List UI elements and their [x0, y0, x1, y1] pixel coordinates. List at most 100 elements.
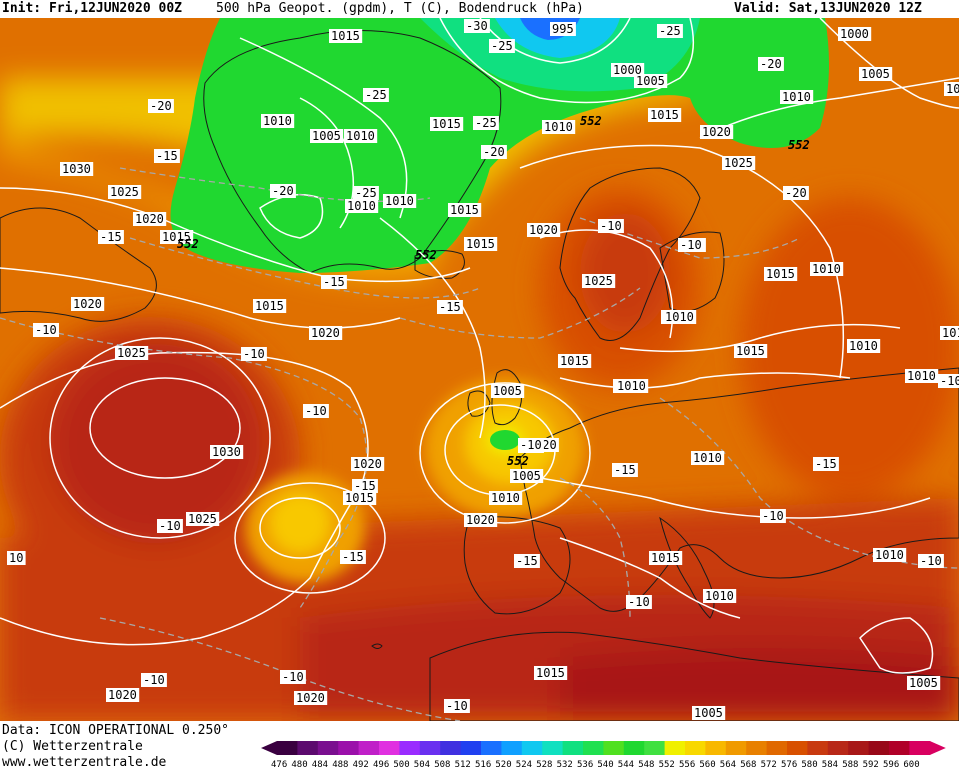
- colorbar-swatch: [338, 741, 360, 755]
- colorbar-swatch: [623, 741, 645, 755]
- pressure-label: 1025: [582, 274, 616, 288]
- colorbar-swatch: [277, 741, 298, 755]
- svg-text:-10: -10: [920, 554, 942, 568]
- svg-text:1015: 1015: [331, 29, 360, 43]
- temperature-label: -10: [918, 554, 944, 568]
- pressure-label: 1010: [810, 262, 844, 276]
- svg-text:1005: 1005: [636, 74, 665, 88]
- pressure-label: 1025: [115, 346, 149, 360]
- colorbar-swatch: [297, 741, 319, 755]
- copyright: (C) Wetterzentrale: [2, 739, 143, 754]
- svg-text:1005: 1005: [861, 67, 890, 81]
- colorbar-swatch: [909, 741, 931, 755]
- svg-text:-10: -10: [35, 323, 57, 337]
- svg-text:1030: 1030: [62, 162, 91, 176]
- svg-text:-15: -15: [100, 230, 122, 244]
- colorbar-tick-label: 568: [740, 760, 756, 770]
- temperature-label: -10: [938, 374, 959, 388]
- colorbar-swatch: [787, 741, 808, 755]
- valid-time: Valid: Sat,13JUN2020 12Z: [734, 1, 922, 16]
- pressure-label: 1015: [764, 267, 798, 281]
- svg-text:1010: 1010: [705, 589, 734, 603]
- svg-text:-25: -25: [355, 186, 377, 200]
- svg-text:-25: -25: [659, 24, 681, 38]
- svg-text:552: 552: [415, 248, 437, 262]
- svg-text:1020: 1020: [353, 457, 382, 471]
- pressure-label: 1020: [700, 125, 734, 139]
- isotherms: [0, 167, 959, 721]
- colorbar-tick-label: 544: [618, 760, 634, 770]
- svg-text:552: 552: [507, 454, 529, 468]
- temperature-label: -20: [270, 184, 296, 198]
- colorbar-tick-label: 512: [455, 760, 471, 770]
- colorbar-tick-label: 552: [659, 760, 675, 770]
- colorbar-tick-label: 508: [434, 760, 450, 770]
- svg-text:-10: -10: [762, 509, 784, 523]
- svg-text:1020: 1020: [529, 223, 558, 237]
- pressure-label: 1010: [261, 114, 295, 128]
- pressure-label: 1010: [615, 379, 649, 393]
- svg-text:-15: -15: [156, 149, 178, 163]
- colorbar-tick-label: 540: [597, 760, 613, 770]
- svg-text:1020: 1020: [311, 326, 340, 340]
- colorbar-legend: 476 480 484 488 492 496 500 504 508 512 516 520 524 5…: [261, 741, 946, 770]
- geopotential-label: 552: [177, 237, 199, 251]
- colorbar-tick-label: 492: [353, 760, 369, 770]
- colorbar-tick-label: 572: [761, 760, 777, 770]
- pressure-label: 1015: [464, 237, 498, 251]
- colorbar-swatch: [317, 741, 339, 755]
- geopotential-label: 552: [580, 114, 602, 128]
- colorbar-tick-label: 496: [373, 760, 389, 770]
- svg-text:-15: -15: [516, 554, 538, 568]
- svg-text:1015: 1015: [162, 230, 191, 244]
- colorbar-labels: 476 480 484 488 492 496 500 504 508 512 516 520 524 5…: [271, 760, 920, 770]
- pressure-label: 1015: [329, 29, 363, 43]
- svg-text:1010: 1010: [263, 114, 292, 128]
- svg-text:-10: -10: [446, 699, 468, 713]
- temperature-label: -25: [363, 88, 389, 102]
- colorbar-right-arrow: [929, 741, 946, 755]
- colorbar-swatch: [889, 741, 910, 755]
- colorbar-tick-label: 580: [801, 760, 817, 770]
- pressure-label: 1025: [186, 512, 220, 526]
- colorbar-tick-label: 548: [638, 760, 654, 770]
- pressure-label: 100: [944, 82, 959, 96]
- colorbar-tick-label: 528: [536, 760, 552, 770]
- pressure-label: 1015: [940, 326, 959, 340]
- svg-text:1010: 1010: [875, 548, 904, 562]
- svg-text:1005: 1005: [312, 129, 341, 143]
- svg-text:-20: -20: [272, 184, 294, 198]
- pressure-label: 1030: [60, 162, 94, 176]
- temperature-label: -20: [148, 99, 174, 113]
- svg-text:-10: -10: [282, 670, 304, 684]
- temperature-label: -10: [444, 699, 470, 713]
- svg-text:1020: 1020: [466, 513, 495, 527]
- temperature-label: -15: [437, 300, 463, 314]
- pressure-label: 1020: [133, 212, 167, 226]
- svg-text:1025: 1025: [584, 274, 613, 288]
- svg-text:1015: 1015: [560, 354, 589, 368]
- colorbar-swatch: [746, 741, 768, 755]
- pressure-label: 1015: [160, 230, 194, 244]
- svg-text:1025: 1025: [110, 185, 139, 199]
- svg-text:-15: -15: [614, 463, 636, 477]
- colorbar-tick-label: 584: [822, 760, 838, 770]
- temperature-label: -10: [157, 519, 183, 533]
- svg-text:1015: 1015: [651, 551, 680, 565]
- pressure-label: 1025: [108, 185, 142, 199]
- colorbar-tick-label: 556: [679, 760, 695, 770]
- colorbar-tick-label: 488: [332, 760, 348, 770]
- temperature-label: -15: [321, 275, 347, 289]
- svg-text:1010: 1010: [849, 339, 878, 353]
- pressure-label: 1020: [527, 223, 561, 237]
- pressure-label: 1010: [691, 451, 725, 465]
- temperature-label: -15: [612, 463, 638, 477]
- pressure-label: 1005: [859, 67, 893, 81]
- isobars: [0, 18, 959, 674]
- colorbar-tick-label: 576: [781, 760, 797, 770]
- pressure-label: 1015: [649, 551, 683, 565]
- colorbar-swatch: [827, 741, 849, 755]
- pressure-label: 1010: [489, 491, 523, 505]
- colorbar-tick-label: 480: [291, 760, 307, 770]
